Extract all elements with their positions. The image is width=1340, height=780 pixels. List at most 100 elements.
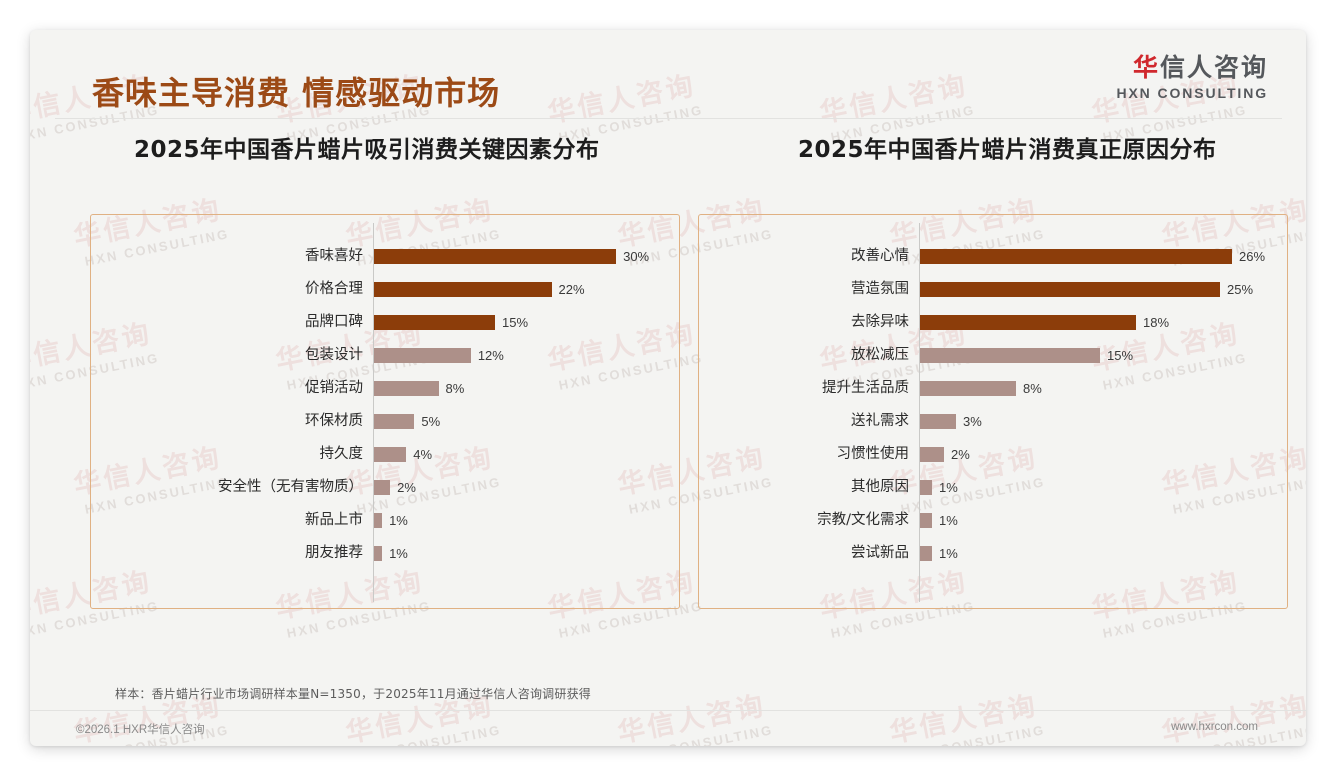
bar-value-label: 1% xyxy=(939,546,958,561)
bar-row: 宗教/文化需求 1% xyxy=(699,504,1287,537)
bar-category-label: 其他原因 xyxy=(851,479,909,495)
bar-value-label: 1% xyxy=(939,480,958,495)
bar-fill xyxy=(374,315,496,330)
bar-value-label: 1% xyxy=(389,546,408,561)
bar-fill xyxy=(920,546,932,561)
bar-category-label: 习惯性使用 xyxy=(836,446,910,462)
brand-logo-english: HXN CONSULTING xyxy=(1116,85,1268,101)
brand-logo-accent-char: 华 xyxy=(1132,53,1160,82)
bar-row: 习惯性使用 2% xyxy=(699,438,1287,471)
bar-category-label: 改善心情 xyxy=(851,248,909,264)
bar-category-label: 价格合理 xyxy=(305,281,363,297)
bar-fill xyxy=(920,414,956,429)
bar-category-label: 去除异味 xyxy=(851,314,909,330)
bar-fill xyxy=(920,447,944,462)
bar-value-label: 15% xyxy=(502,315,529,330)
bar-value-label: 1% xyxy=(389,513,408,528)
bar-value-label: 12% xyxy=(477,348,504,363)
bar-category-label: 包装设计 xyxy=(305,347,363,363)
footer-website[interactable]: www.hxrcon.com xyxy=(1171,721,1258,733)
chart-block-left: 2025年中国香片蜡片吸引消费关键因素分布 香味喜好 30% 价格合理 22% 品牌口碑… xyxy=(90,122,680,609)
bar-fill xyxy=(374,513,383,528)
bar-category-label: 品牌口碑 xyxy=(305,314,363,330)
bar-fill xyxy=(374,282,552,297)
sample-footnote: 样本：香片蜡片行业市场调研样本量N=1350，于2025年11月通过华信人咨询调… xyxy=(115,687,591,701)
bar-track: 25% xyxy=(920,273,1253,306)
bar-list-left: 香味喜好 30% 价格合理 22% 品牌口碑 15% 包装设计 12% 促销活动 8% 环保材质 5%… xyxy=(91,240,679,586)
bar-value-label: 4% xyxy=(413,447,433,462)
bar-value-label: 30% xyxy=(623,249,650,264)
bar-row: 去除异味 18% xyxy=(699,306,1287,339)
bar-fill xyxy=(920,480,932,495)
chart-block-right: 2025年中国香片蜡片消费真正原因分布 改善心情 26% 营造氛围 25% 去除异味 18… xyxy=(698,122,1288,609)
bar-fill xyxy=(920,282,1220,297)
slide-card: 华信人咨询 HXN CONSULTING 华信人咨询 HXN CONSULTING 华信… xyxy=(30,30,1306,746)
bar-row: 尝试新品 1% xyxy=(699,537,1287,570)
bar-track: 1% xyxy=(920,537,958,570)
header-divider xyxy=(55,118,1282,119)
bar-row: 环保材质 5% xyxy=(91,405,679,438)
bar-fill xyxy=(920,315,1136,330)
bar-value-label: 26% xyxy=(1239,249,1266,264)
bar-track: 22% xyxy=(374,273,585,306)
bar-value-label: 22% xyxy=(558,282,585,297)
bar-row: 新品上市 1% xyxy=(91,504,679,537)
bar-value-label: 3% xyxy=(963,414,982,429)
bar-row: 营造氛围 25% xyxy=(699,273,1287,306)
chart-panel-right: 改善心情 26% 营造氛围 25% 去除异味 18% 放松减压 15% 提升生活品质 8% 送礼需求… xyxy=(698,214,1288,609)
brand-logo-rest-chars: 信人咨询 xyxy=(1159,53,1268,82)
bar-track: 15% xyxy=(920,339,1133,372)
bar-track: 3% xyxy=(920,405,982,438)
bar-track: 1% xyxy=(920,504,958,537)
bar-fill xyxy=(920,348,1100,363)
bar-value-label: 2% xyxy=(397,480,416,495)
bar-fill xyxy=(374,546,383,561)
bar-fill xyxy=(374,381,439,396)
bar-track: 8% xyxy=(920,372,1042,405)
bar-track: 2% xyxy=(920,438,970,471)
bar-row: 包装设计 12% xyxy=(91,339,679,372)
bar-fill xyxy=(374,348,471,363)
bar-row: 促销活动 8% xyxy=(91,372,679,405)
bar-category-label: 促销活动 xyxy=(305,380,363,396)
bar-track: 1% xyxy=(374,537,408,570)
bar-row: 其他原因 1% xyxy=(699,471,1287,504)
bar-fill xyxy=(374,414,415,429)
bar-row: 朋友推荐 1% xyxy=(91,537,679,570)
bar-value-label: 18% xyxy=(1143,315,1170,330)
bar-row: 放松减压 15% xyxy=(699,339,1287,372)
brand-logo-chinese: 华信人咨询 xyxy=(1116,55,1268,80)
bar-category-label: 香味喜好 xyxy=(305,248,363,264)
bar-track: 4% xyxy=(374,438,432,471)
footer-divider xyxy=(30,710,1306,711)
bar-fill xyxy=(920,381,1016,396)
bar-track: 26% xyxy=(920,240,1265,273)
bar-row: 持久度 4% xyxy=(91,438,679,471)
bar-category-label: 提升生活品质 xyxy=(822,380,909,396)
bar-value-label: 5% xyxy=(421,414,441,429)
bar-category-label: 新品上市 xyxy=(305,512,363,528)
bar-category-label: 送礼需求 xyxy=(851,413,909,429)
bar-category-label: 尝试新品 xyxy=(851,545,909,561)
bar-category-label: 营造氛围 xyxy=(851,281,909,297)
chart-title-left: 2025年中国香片蜡片吸引消费关键因素分布 xyxy=(134,137,600,163)
bar-row: 价格合理 22% xyxy=(91,273,679,306)
bar-row: 送礼需求 3% xyxy=(699,405,1287,438)
slide-header: 香味主导消费 情感驱动市场 华信人咨询 HXN CONSULTING xyxy=(30,30,1306,122)
bar-track: 30% xyxy=(374,240,649,273)
chart-axis-line-left xyxy=(373,223,374,602)
bar-track: 5% xyxy=(374,405,440,438)
bar-fill xyxy=(920,249,1232,264)
bar-category-label: 放松减压 xyxy=(851,347,909,363)
bar-fill xyxy=(374,249,617,264)
bar-value-label: 8% xyxy=(1023,381,1042,396)
bar-row: 香味喜好 30% xyxy=(91,240,679,273)
bar-track: 8% xyxy=(374,372,464,405)
bar-fill xyxy=(374,480,391,495)
bar-category-label: 安全性（无有害物质） xyxy=(218,479,363,495)
bar-value-label: 15% xyxy=(1107,348,1134,363)
footer-copyright: ©2026.1 HXR华信人咨询 xyxy=(76,724,205,736)
chart-axis-line-right xyxy=(919,223,920,602)
bar-value-label: 8% xyxy=(445,381,465,396)
bar-track: 1% xyxy=(374,504,408,537)
